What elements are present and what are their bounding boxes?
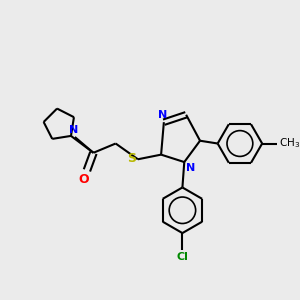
Text: Cl: Cl [176,252,188,262]
Text: N: N [158,110,167,120]
Text: CH$_3$: CH$_3$ [279,136,300,150]
Text: O: O [79,172,89,186]
Text: S: S [127,152,136,165]
Text: N: N [186,164,195,173]
Text: N: N [69,125,78,135]
